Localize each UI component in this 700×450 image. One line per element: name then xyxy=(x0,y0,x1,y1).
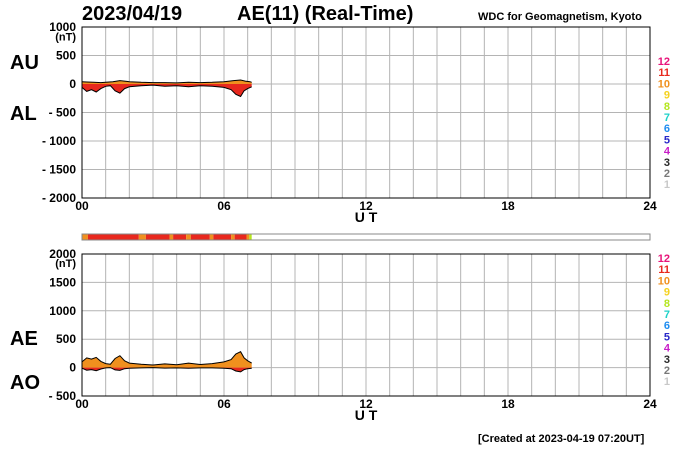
au-al-y-tick-label: - 1000 xyxy=(42,134,76,148)
au-al-plot-frame xyxy=(81,26,651,199)
bottom-legend-item: 8 xyxy=(664,298,670,310)
data-source-label: WDC for Geomagnetism, Kyoto xyxy=(478,11,642,23)
bottom-legend-item: 4 xyxy=(664,343,671,355)
bottom-legend-item: 5 xyxy=(664,331,670,343)
bottom-legend-item: 9 xyxy=(664,287,670,299)
station-count-segment xyxy=(145,234,170,240)
ae-ao-x-tick-label: 00 xyxy=(75,397,89,411)
chart-date: 2023/04/19 xyxy=(82,3,183,25)
top-legend-item: 12 xyxy=(658,56,670,68)
au-al-au-area xyxy=(82,80,252,84)
au-side-label: AU xyxy=(10,52,39,74)
bottom-legend-item: 3 xyxy=(664,354,670,366)
au-al-y-tick-label: 0 xyxy=(69,77,76,91)
ae-ao-panel: 2000 1500 1000 500 0 - 500 (nT) 00 06 12 18 24 U T xyxy=(49,247,657,423)
bottom-legend-item: 11 xyxy=(658,264,670,276)
al-side-label: AL xyxy=(10,103,37,125)
ae-ao-plot-frame xyxy=(81,253,651,397)
bottom-legend-item: 12 xyxy=(658,253,670,265)
au-al-x-tick-label: 24 xyxy=(643,199,657,213)
station-count-segment xyxy=(186,234,191,240)
ae-ao-y-tick-label: 1000 xyxy=(49,304,76,318)
ae-side-label: AE xyxy=(10,328,38,350)
top-legend-item: 9 xyxy=(664,90,670,102)
ae-ao-ae-area xyxy=(82,351,252,368)
station-count-segment xyxy=(213,234,232,240)
station-count-segment xyxy=(234,234,247,240)
station-count-bar xyxy=(81,233,651,241)
au-al-y-unit-label: (nT) xyxy=(55,31,76,43)
ae-ao-y-tick-label: 0 xyxy=(69,361,76,375)
au-al-y-tick-label: 1000 xyxy=(49,20,76,34)
au-al-al-area xyxy=(82,84,252,97)
au-al-y-tick-label: - 1500 xyxy=(42,163,76,177)
ae-ao-y-tick-label: 500 xyxy=(56,332,76,346)
au-al-x-axis-label: U T xyxy=(355,209,378,225)
ae-ao-y-tick-label: 1500 xyxy=(49,275,76,289)
bottom-legend-item: 10 xyxy=(658,275,670,287)
au-al-panel: 1000 500 0 - 500 - 1000 - 1500 - 2000 (nT) 00 06 1… xyxy=(42,20,657,225)
ae-ao-y-tick-label: - 500 xyxy=(49,389,77,403)
ae-ao-x-tick-label: 06 xyxy=(217,397,231,411)
top-legend-item: 7 xyxy=(664,112,670,124)
station-count-segment xyxy=(209,234,214,240)
ae-ao-ae-trace xyxy=(81,351,252,366)
au-al-x-tick-label: 12 xyxy=(359,199,373,213)
bottom-legend-item: 7 xyxy=(664,309,670,321)
ae-ao-y-unit-label: (nT) xyxy=(55,258,76,270)
ao-side-label: AO xyxy=(10,372,40,394)
ae-ao-x-tick-label: 12 xyxy=(359,397,373,411)
top-legend-item: 11 xyxy=(658,67,670,79)
top-legend-item: 5 xyxy=(664,134,670,146)
top-legend-item: 8 xyxy=(664,101,670,113)
au-al-y-tick-label: 500 xyxy=(56,49,76,63)
station-count-bar-frame xyxy=(81,233,651,241)
bottom-legend-item: 2 xyxy=(664,365,670,377)
station-count-segment xyxy=(173,234,187,240)
created-timestamp: [Created at 2023-04-19 07:20UT] xyxy=(478,433,645,445)
station-count-segment xyxy=(82,234,88,240)
station-count-segment xyxy=(246,234,250,240)
top-legend-item: 10 xyxy=(658,78,670,90)
chart-title: AE(11) (Real-Time) xyxy=(237,3,414,25)
bottom-legend-item: 1 xyxy=(664,376,670,388)
au-al-x-tick-label: 06 xyxy=(217,199,231,213)
ae-ao-x-tick-label: 24 xyxy=(643,397,657,411)
ae-ao-x-axis-label: U T xyxy=(355,407,378,423)
au-al-y-tick-label: - 2000 xyxy=(42,191,76,205)
bottom-legend-item: 6 xyxy=(664,320,670,332)
au-al-x-tick-label: 18 xyxy=(501,199,515,213)
station-count-segment xyxy=(190,234,210,240)
station-count-segment xyxy=(231,234,235,240)
ae-ao-x-tick-label: 18 xyxy=(501,397,515,411)
ae-ao-y-tick-label: 2000 xyxy=(49,247,76,261)
ae-ao-ao-trace xyxy=(81,367,252,373)
au-al-x-tick-label: 00 xyxy=(75,199,89,213)
top-legend-item: 1 xyxy=(664,179,670,191)
au-al-au-trace xyxy=(81,79,252,84)
top-legend-item: 4 xyxy=(664,146,671,158)
station-count-segment xyxy=(169,234,174,240)
au-al-al-trace xyxy=(81,84,252,98)
station-count-segment xyxy=(87,234,139,240)
station-count-segment xyxy=(249,234,252,240)
station-count-segment xyxy=(138,234,146,240)
top-legend-item: 6 xyxy=(664,123,670,135)
top-legend-item: 3 xyxy=(664,157,670,169)
au-al-y-tick-label: - 500 xyxy=(49,106,77,120)
top-legend-item: 2 xyxy=(664,168,670,180)
